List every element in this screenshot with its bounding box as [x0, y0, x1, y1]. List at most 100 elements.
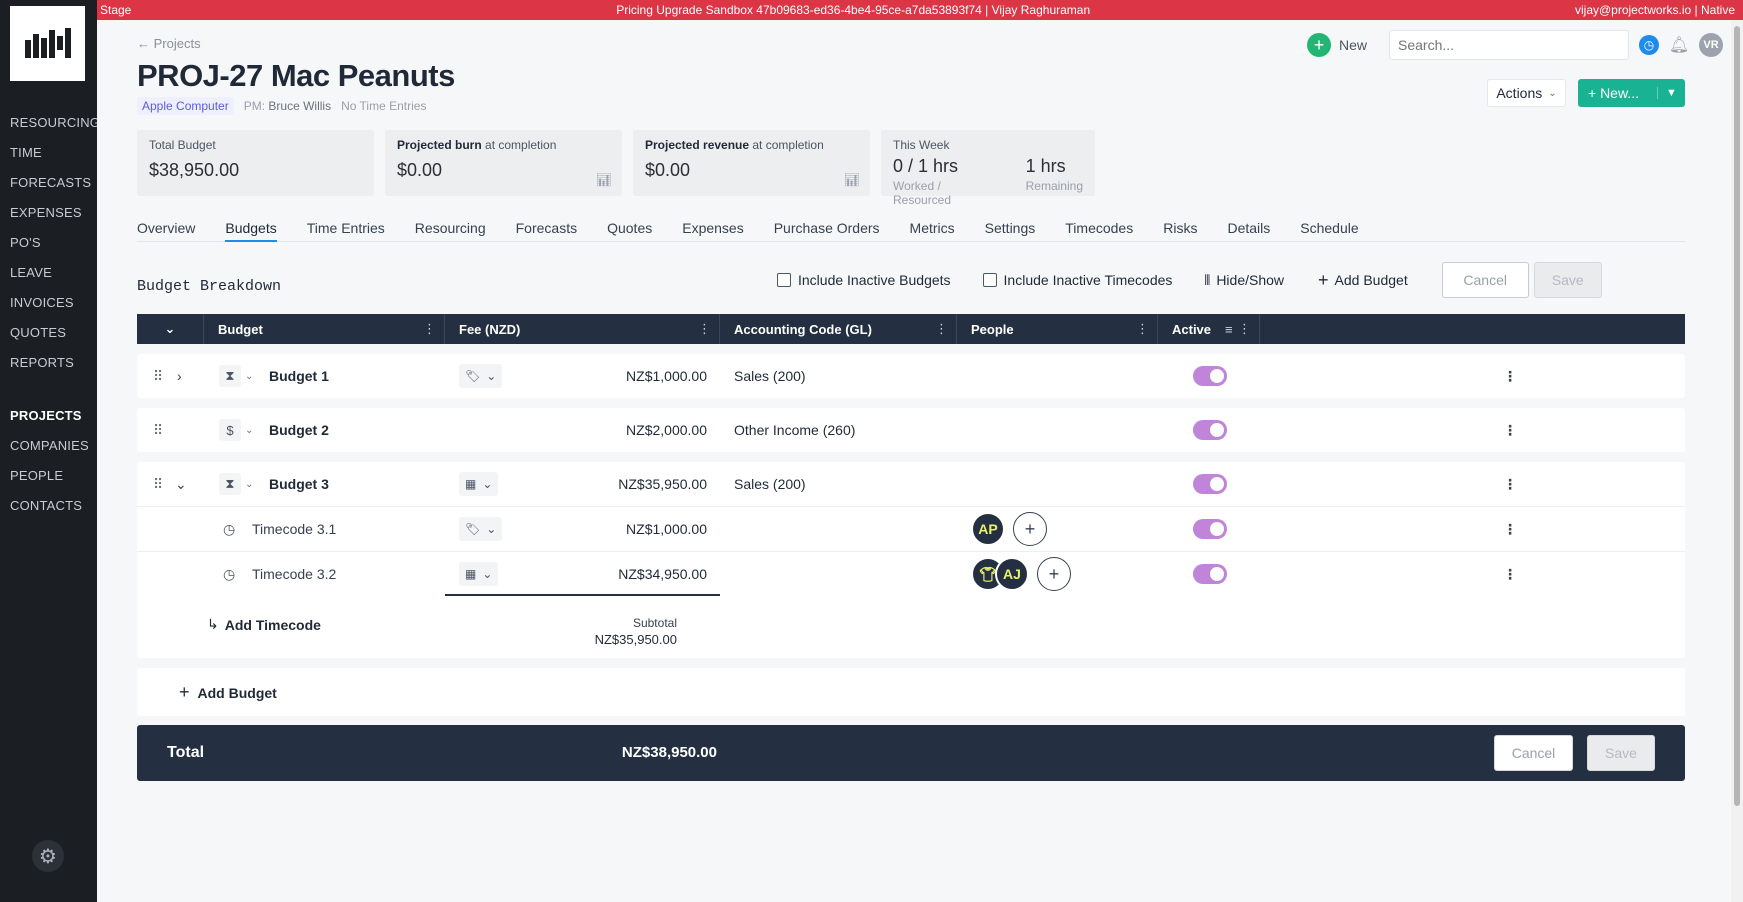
- tab-settings[interactable]: Settings: [984, 220, 1036, 236]
- row-menu-icon[interactable]: ⋮: [1503, 421, 1517, 438]
- add-budget-button[interactable]: + Add Budget: [1318, 270, 1408, 291]
- row-menu-icon[interactable]: ⋮: [1503, 475, 1517, 492]
- chevron-down-icon[interactable]: ▼: [1657, 87, 1685, 99]
- active-toggle[interactable]: [1193, 507, 1227, 551]
- budget-name[interactable]: Budget 2: [269, 422, 329, 438]
- column-accounting-code[interactable]: Accounting Code (GL) ⋮: [720, 314, 957, 344]
- sidebar-item-expenses[interactable]: EXPENSES: [10, 205, 82, 220]
- new-menu-button[interactable]: + New... ▼: [1578, 79, 1685, 107]
- person-avatar[interactable]: AJ: [995, 557, 1029, 591]
- person-avatar[interactable]: AP: [971, 512, 1005, 546]
- tab-metrics[interactable]: Metrics: [909, 220, 955, 236]
- chart-icon[interactable]: 📊︎: [843, 172, 860, 187]
- quick-new-button[interactable]: + New: [1306, 33, 1367, 57]
- sidebar-item-reports[interactable]: REPORTS: [10, 355, 75, 370]
- sidebar-item-people[interactable]: PEOPLE: [10, 468, 64, 483]
- company-tag[interactable]: Apple Computer: [137, 97, 234, 115]
- tab-details[interactable]: Details: [1227, 220, 1271, 236]
- page-scrollbar[interactable]: [1731, 20, 1743, 902]
- column-menu-icon[interactable]: ⋮: [1238, 321, 1251, 336]
- column-active[interactable]: Active ≡ ⋮: [1158, 314, 1260, 344]
- fee-type-picker[interactable]: 🏷︎ ⌄: [459, 507, 503, 551]
- column-fee[interactable]: Fee (NZD) ⋮: [445, 314, 720, 344]
- notifications-bell-icon[interactable]: 🔔︎: [1668, 37, 1690, 54]
- app-logo[interactable]: [10, 6, 85, 81]
- toggle-switch[interactable]: [1193, 366, 1227, 386]
- drag-handle-icon[interactable]: ⠿: [153, 421, 163, 438]
- scrollbar-thumb[interactable]: [1734, 26, 1740, 806]
- column-menu-icon[interactable]: ⋮: [423, 321, 436, 336]
- timecode-amount[interactable]: NZ$1,000.00: [626, 521, 707, 537]
- column-menu-icon[interactable]: ⋮: [935, 321, 948, 336]
- cancel-button[interactable]: Cancel: [1441, 262, 1529, 298]
- sidebar-item-quotes[interactable]: QUOTES: [10, 325, 67, 340]
- tab-risks[interactable]: Risks: [1163, 220, 1198, 236]
- drag-handle-icon[interactable]: ⠿: [153, 475, 163, 492]
- search-input[interactable]: [1389, 30, 1629, 60]
- add-budget-inline-button[interactable]: + Add Budget: [179, 682, 277, 703]
- tab-budgets[interactable]: Budgets: [225, 220, 277, 242]
- sidebar-item-invoices[interactable]: INVOICES: [10, 295, 74, 310]
- budget-amount[interactable]: NZ$2,000.00: [626, 422, 707, 438]
- add-timecode-button[interactable]: ↳ Add Timecode: [207, 616, 321, 633]
- include-inactive-budgets-checkbox[interactable]: Include Inactive Budgets: [777, 272, 951, 288]
- tab-resourcing[interactable]: Resourcing: [414, 220, 486, 236]
- sidebar-item-resourcing[interactable]: RESOURCING: [10, 115, 101, 130]
- add-person-plus-icon[interactable]: +: [1013, 512, 1047, 546]
- fee-type-picker[interactable]: ▦ ⌄: [459, 462, 499, 506]
- back-to-projects-link[interactable]: ← Projects: [137, 36, 201, 51]
- accounting-code[interactable]: Sales (200): [734, 368, 806, 384]
- column-budget[interactable]: Budget ⋮: [204, 314, 445, 344]
- tab-purchase-orders[interactable]: Purchase Orders: [773, 220, 880, 236]
- timecode-amount[interactable]: NZ$34,950.00: [618, 566, 707, 582]
- include-inactive-timecodes-checkbox[interactable]: Include Inactive Timecodes: [982, 272, 1172, 288]
- toggle-switch[interactable]: [1193, 564, 1227, 584]
- hide-show-button[interactable]: ⫴ Hide/Show: [1204, 272, 1284, 289]
- actions-dropdown[interactable]: Actions ⌄: [1487, 79, 1566, 107]
- checkbox-box[interactable]: [777, 273, 791, 287]
- sidebar-item-forecasts[interactable]: FORECASTS: [10, 175, 92, 190]
- sidebar-item-pos[interactable]: PO'S: [10, 235, 41, 250]
- active-toggle[interactable]: [1193, 462, 1227, 506]
- chevron-down-icon[interactable]: ⌄: [175, 475, 187, 492]
- timecode-name[interactable]: Timecode 3.1: [252, 521, 337, 537]
- column-people[interactable]: People ⋮: [957, 314, 1158, 344]
- tab-forecasts[interactable]: Forecasts: [515, 220, 578, 236]
- total-save-button[interactable]: Save: [1587, 735, 1655, 771]
- budget-name[interactable]: Budget 1: [269, 368, 329, 384]
- active-toggle[interactable]: [1193, 354, 1227, 398]
- row-menu-icon[interactable]: ⋮: [1503, 520, 1517, 537]
- budget-type-picker[interactable]: $ ⌄: [219, 408, 253, 452]
- sidebar-item-projects[interactable]: PROJECTS: [10, 408, 82, 423]
- checkbox-box[interactable]: [982, 273, 997, 287]
- timecode-name[interactable]: Timecode 3.2: [252, 566, 337, 582]
- toggle-switch[interactable]: [1193, 474, 1227, 494]
- collapse-all-toggle[interactable]: ⌄: [137, 314, 204, 344]
- sidebar-item-contacts[interactable]: CONTACTS: [10, 498, 83, 513]
- user-avatar[interactable]: VR: [1699, 33, 1723, 57]
- tab-schedule[interactable]: Schedule: [1300, 220, 1359, 236]
- tab-time-entries[interactable]: Time Entries: [306, 220, 385, 236]
- timer-clock-icon[interactable]: ◷: [1639, 35, 1659, 55]
- save-button[interactable]: Save: [1533, 262, 1602, 298]
- tab-expenses[interactable]: Expenses: [682, 220, 744, 236]
- accounting-code[interactable]: Other Income (260): [734, 422, 856, 438]
- budget-name[interactable]: Budget 3: [269, 476, 329, 492]
- sidebar-item-leave[interactable]: LEAVE: [10, 265, 52, 280]
- toggle-switch[interactable]: [1193, 420, 1227, 440]
- add-person-plus-icon[interactable]: +: [1037, 557, 1071, 591]
- tab-overview[interactable]: Overview: [137, 220, 196, 236]
- row-menu-icon[interactable]: ⋮: [1503, 367, 1517, 384]
- row-menu-icon[interactable]: ⋮: [1503, 565, 1517, 582]
- toggle-switch[interactable]: [1193, 519, 1227, 539]
- drag-handle-icon[interactable]: ⠿: [153, 367, 163, 384]
- total-cancel-button[interactable]: Cancel: [1494, 735, 1573, 771]
- budget-amount[interactable]: NZ$35,950.00: [618, 476, 707, 492]
- chevron-right-icon[interactable]: ›: [177, 368, 182, 384]
- active-toggle[interactable]: [1193, 552, 1227, 596]
- tab-quotes[interactable]: Quotes: [607, 220, 653, 236]
- budget-type-picker[interactable]: ⧗ ⌄: [219, 462, 253, 506]
- tab-timecodes[interactable]: Timecodes: [1065, 220, 1134, 236]
- settings-gear-icon[interactable]: ⚙: [32, 840, 64, 872]
- budget-type-picker[interactable]: ⧗ ⌄: [219, 354, 253, 398]
